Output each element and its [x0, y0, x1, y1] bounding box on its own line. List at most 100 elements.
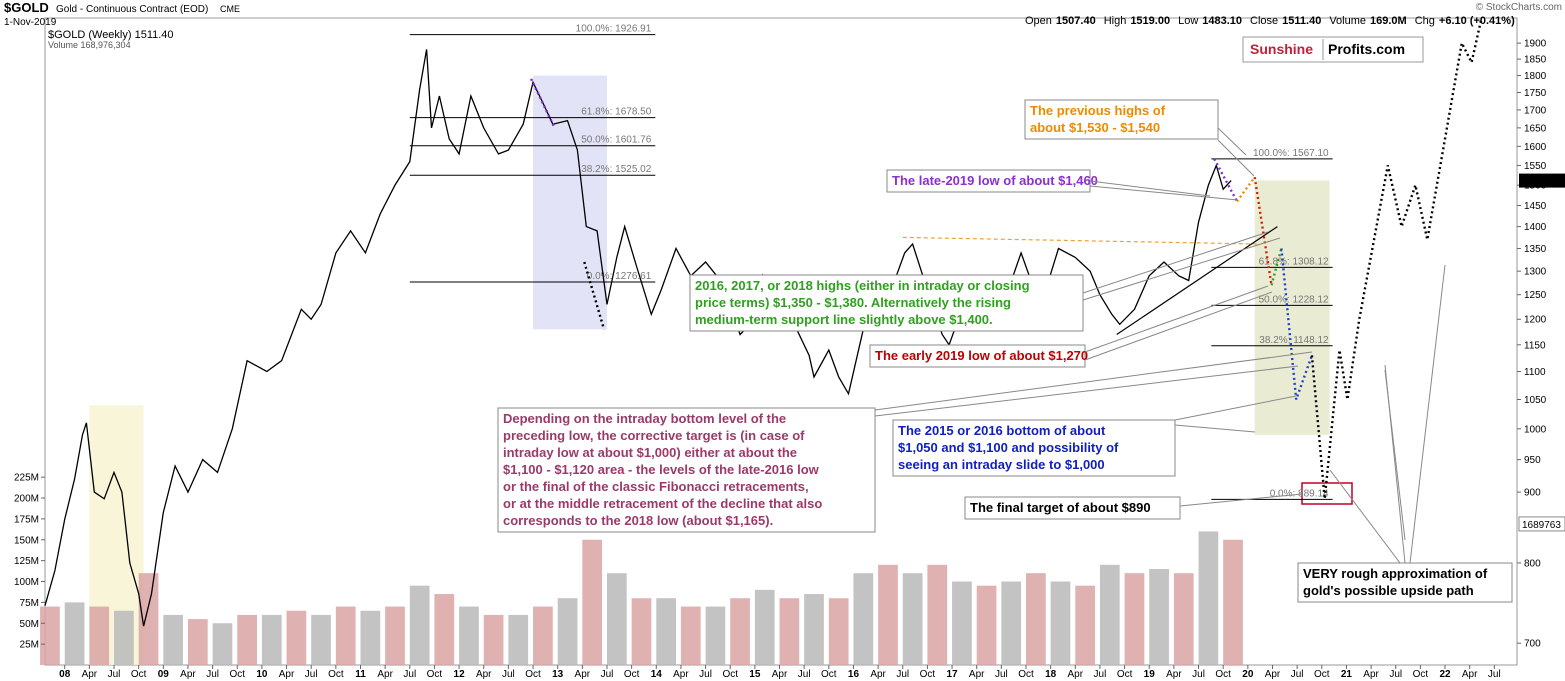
x-tick-label: Apr: [1068, 669, 1084, 680]
x-tick-label: Jul: [798, 669, 811, 680]
annotation-text: $1,100 - $1,120 area - the levels of the…: [503, 462, 820, 477]
fib-label: 50.0%: 1228.12: [1259, 294, 1329, 305]
annotation-text: seeing an intraday slide to $1,000: [898, 457, 1105, 472]
fib-label: 100.0%: 1926.91: [576, 24, 652, 35]
y-tick-label: 950: [1524, 455, 1541, 466]
x-tick-label: Jul: [502, 669, 515, 680]
leader: [1084, 291, 1273, 361]
volume-tick-label: 25M: [20, 640, 39, 651]
x-tick-label: Oct: [920, 669, 936, 680]
x-tick-label: 11: [355, 669, 366, 680]
volume-bar: [754, 589, 775, 665]
volume-bar: [804, 594, 824, 665]
x-tick-label: Oct: [1314, 669, 1330, 680]
annotation-text: or at the middle retracement of the decl…: [503, 496, 822, 511]
volume-tick-label: 50M: [20, 619, 39, 630]
volume-bar: [1149, 568, 1169, 665]
volume-bar: [533, 606, 553, 665]
volume-bar: [680, 606, 701, 665]
x-tick-label: Jul: [699, 669, 712, 680]
projection: [1280, 248, 1314, 400]
volume-bar: [261, 614, 282, 665]
projection: [1310, 17, 1483, 499]
x-tick-label: Apr: [279, 669, 295, 680]
x-tick-label: 10: [256, 669, 268, 680]
brand-1: Sunshine: [1250, 41, 1313, 57]
y-tick-label: 1900: [1524, 39, 1547, 50]
x-tick-label: Apr: [575, 669, 591, 680]
fib-label: 61.8%: 1308.12: [1259, 256, 1329, 267]
annotation-text: intraday low at about $1,000) either at …: [503, 445, 797, 460]
quote: Open 1507.40 High 1519.00 Low 1483.10 Close 151…: [1025, 15, 1515, 27]
last-price-label: 1511.40: [1522, 177, 1558, 188]
x-tick-label: Oct: [525, 669, 541, 680]
x-tick-label: Oct: [131, 669, 147, 680]
leader: [1384, 369, 1406, 541]
volume-bar: [1026, 573, 1046, 665]
quote-label: Close: [1250, 15, 1278, 27]
volume-bar: [385, 606, 405, 665]
projection: [1253, 177, 1273, 286]
x-tick-label: 12: [454, 669, 466, 680]
fib-label: 61.8%: 1678.50: [581, 107, 651, 118]
volume-tick-label: 225M: [14, 473, 39, 484]
x-tick-label: Apr: [82, 669, 98, 680]
x-tick-label: Jul: [1291, 669, 1304, 680]
volume-bar: [286, 610, 307, 665]
x-tick-label: Jul: [1192, 669, 1205, 680]
volume-bar: [114, 610, 134, 665]
y-tick-label: 900: [1524, 488, 1541, 499]
volume-bar: [40, 606, 60, 665]
x-tick-label: Jul: [1094, 669, 1107, 680]
leader: [1179, 493, 1303, 507]
volume-tick-label: 75M: [20, 598, 39, 609]
x-tick-label: Jul: [601, 669, 614, 680]
annotation-text: corresponds to the 2018 low (about $1,16…: [503, 513, 773, 528]
x-tick-label: Oct: [427, 669, 443, 680]
fib-label: 38.2%: 1148.12: [1259, 335, 1329, 346]
annotation-text: Depending on the intraday bottom level o…: [503, 411, 786, 426]
trendline: [902, 236, 1258, 245]
leader: [1217, 139, 1255, 177]
annotation-text: about $1,530 - $1,540: [1030, 120, 1160, 135]
annotation-box: [1024, 99, 1219, 140]
volume-bar: [434, 594, 455, 665]
last-volume-label: 1689763: [1522, 520, 1561, 531]
projection: [530, 78, 556, 129]
x-tick-label: Jul: [206, 669, 219, 680]
annotation-box: [869, 344, 1086, 368]
volume-bar: [631, 598, 652, 665]
copyright: © StockCharts.com: [1476, 2, 1562, 13]
zone: [1254, 180, 1330, 435]
x-tick-label: Apr: [1462, 669, 1478, 680]
volume-bar: [557, 598, 578, 665]
y-tick-label: 1550: [1524, 161, 1547, 172]
date: 1-Nov-2019: [4, 17, 57, 28]
annotation-box: [964, 496, 1181, 520]
y-tick-label: 1700: [1524, 105, 1547, 116]
x-tick-label: Oct: [328, 669, 344, 680]
y-tick-label: 1600: [1524, 142, 1547, 153]
volume-bar: [976, 585, 997, 665]
annotation-text: The previous highs of: [1030, 103, 1166, 118]
y-tick-label: 700: [1524, 639, 1541, 650]
x-tick-label: Apr: [673, 669, 689, 680]
annotation-text: $1,050 and $1,100 and possibility of: [898, 440, 1119, 455]
x-tick-label: Jul: [896, 669, 909, 680]
volume-bar: [1001, 581, 1022, 665]
volume-bar: [705, 606, 726, 665]
leader: [1329, 469, 1401, 564]
x-tick-label: Jul: [305, 669, 318, 680]
volume-bar: [311, 614, 331, 665]
volume-bar: [89, 606, 110, 665]
y-tick-label: 1400: [1524, 222, 1547, 233]
annotation-text: gold's possible upside path: [1303, 583, 1474, 598]
leader: [1082, 237, 1281, 301]
x-tick-label: 18: [1045, 669, 1057, 680]
x-tick-label: Oct: [821, 669, 837, 680]
leader: [1217, 127, 1247, 156]
volume-bar: [459, 606, 479, 665]
y-tick-label: 1350: [1524, 244, 1547, 255]
fib-label: 38.2%: 1525.02: [581, 164, 651, 175]
